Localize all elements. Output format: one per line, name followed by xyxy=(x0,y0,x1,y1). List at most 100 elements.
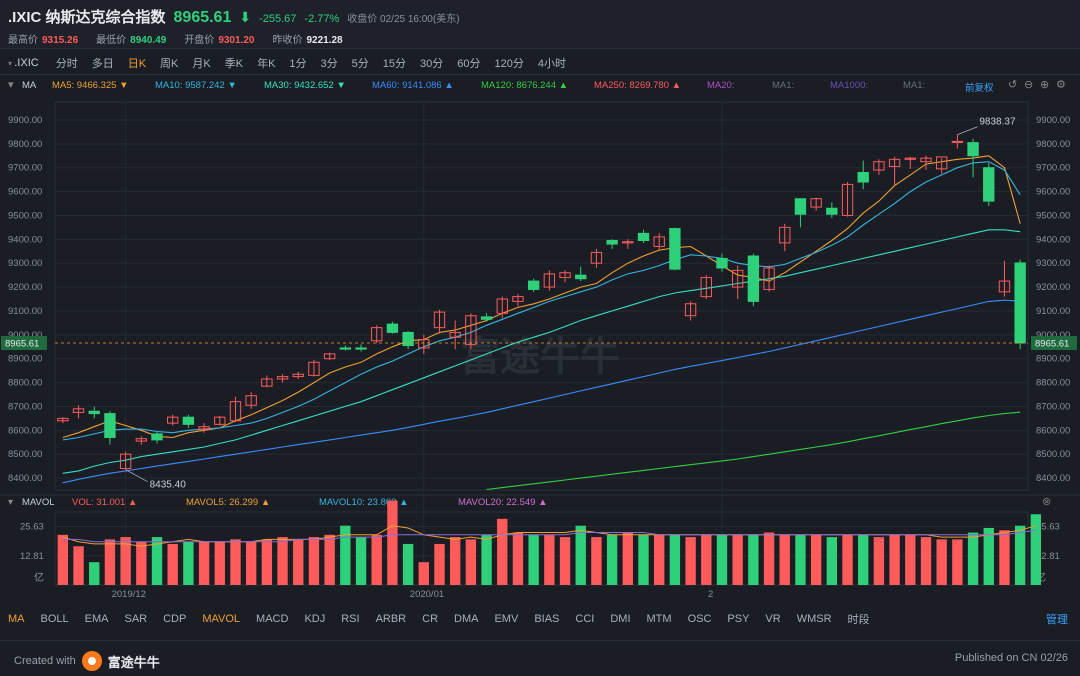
mavol-legend-item: MAVOL10: 23.803 ▲ xyxy=(319,497,409,508)
candle-body xyxy=(527,280,540,290)
indicator-tab[interactable]: PSY xyxy=(727,613,750,625)
timeframe-tab[interactable]: 5分 xyxy=(351,58,369,70)
candle-body xyxy=(1014,262,1026,344)
ma-legend-item: MA10: 9587.242 ▼ xyxy=(155,80,237,91)
indicator-tab[interactable]: CR xyxy=(422,613,439,625)
price-tick-left: 9600.00 xyxy=(8,187,42,198)
timeframe-tab[interactable]: 年K xyxy=(257,58,276,70)
volume-bar xyxy=(293,539,304,585)
volume-bar xyxy=(952,539,963,585)
undo-icon[interactable]: ↺ xyxy=(1008,79,1018,91)
candle xyxy=(418,334,430,354)
volume-bar xyxy=(481,534,492,585)
price-tick-right: 8500.00 xyxy=(1036,449,1070,460)
timeframe-tab[interactable]: 1分 xyxy=(289,58,307,70)
price-tick-right: 8700.00 xyxy=(1036,401,1070,412)
price-tick-right: 8600.00 xyxy=(1036,425,1070,436)
price-adjust-toggle[interactable]: 前复权 xyxy=(965,83,994,94)
candle-body xyxy=(119,453,132,470)
indicator-tab[interactable]: MA xyxy=(8,613,25,625)
zoom-in-icon[interactable]: ⊕ xyxy=(1040,79,1050,91)
volume-bar xyxy=(120,537,131,585)
volume-bar xyxy=(873,537,885,585)
candle xyxy=(214,415,226,426)
settings-icon[interactable]: ⚙ xyxy=(1056,79,1066,91)
indicator-tab[interactable]: MTM xyxy=(646,613,672,625)
indicator-tab[interactable]: BOLL xyxy=(40,613,69,625)
candle-body xyxy=(779,226,791,244)
price-change-pct: -2.77% xyxy=(304,13,340,25)
timeframe-tab[interactable]: 3分 xyxy=(320,58,338,70)
indicator-tab[interactable]: DMI xyxy=(610,613,631,625)
price-volume-chart[interactable]: 8400.00 8400.00 8500.00 8500.00 8600.00 8600.… xyxy=(0,94,1080,606)
price-tick-right: 9100.00 xyxy=(1036,306,1070,317)
timeframe-tab[interactable]: 季K xyxy=(224,58,244,70)
volume-tick-right: 12.81 xyxy=(1036,551,1060,562)
volume-bar xyxy=(57,534,69,585)
indicator-tab[interactable]: KDJ xyxy=(304,613,326,625)
volume-bar xyxy=(450,537,461,585)
price-tick-left: 8600.00 xyxy=(8,425,42,436)
volume-bar xyxy=(606,534,618,585)
indicator-tab[interactable]: VR xyxy=(765,613,781,625)
volume-bar xyxy=(889,534,900,585)
timeframe-tab[interactable]: 月K xyxy=(192,58,211,70)
price-tick-right: 8900.00 xyxy=(1036,354,1070,365)
indicator-tab[interactable]: BIAS xyxy=(534,613,560,625)
volume-bar xyxy=(1030,514,1042,585)
candle xyxy=(684,301,697,321)
stat-1: 最低价 8940.49 xyxy=(96,31,166,46)
candle xyxy=(355,344,367,352)
indicator-tab[interactable]: SAR xyxy=(124,613,148,625)
candle xyxy=(936,156,948,174)
volume-bar xyxy=(795,534,806,585)
indicator-tab[interactable]: MACD xyxy=(256,613,289,625)
candle xyxy=(637,229,650,243)
timeframe-tab[interactable]: 分时 xyxy=(55,58,78,70)
timeframe-tab[interactable]: 15分 xyxy=(382,58,407,70)
indicator-tab[interactable]: CCI xyxy=(575,613,595,625)
timeframe-tab[interactable]: 多日 xyxy=(91,58,114,70)
indicator-tab[interactable]: DMA xyxy=(454,613,479,625)
candle-body xyxy=(308,361,320,376)
candle-body xyxy=(245,395,257,406)
last-price-tag-left xyxy=(1,336,47,351)
timeframe-tab[interactable]: 周K xyxy=(160,58,179,70)
volume-bar xyxy=(418,562,429,585)
volume-bar xyxy=(512,532,524,585)
timeframe-tab[interactable]: 120分 xyxy=(494,58,524,70)
indicator-tab[interactable]: 时段 xyxy=(847,614,870,626)
candle-body xyxy=(763,267,775,290)
chevron-down-icon[interactable]: ▾ xyxy=(8,79,14,91)
indicator-tab[interactable]: ARBR xyxy=(375,613,407,625)
candle-body xyxy=(998,280,1011,293)
ma-legend-item: MA5: 9466.325 ▼ xyxy=(52,80,129,91)
indicator-tab[interactable]: CDP xyxy=(163,613,187,625)
indicator-tab[interactable]: WMSR xyxy=(796,613,832,625)
manage-indicators-link[interactable]: 管理 xyxy=(1046,614,1068,626)
timeframe-tab[interactable]: 日K xyxy=(127,58,147,70)
indicator-tab[interactable]: EMA xyxy=(84,613,109,625)
indicator-tab[interactable]: OSC xyxy=(687,613,712,625)
volume-bar xyxy=(277,537,288,585)
candle-body xyxy=(873,161,885,171)
candle xyxy=(449,320,461,350)
timeframe-tab[interactable]: 4小时 xyxy=(537,58,567,70)
timeframe-tab[interactable]: 60分 xyxy=(457,58,481,70)
candle xyxy=(700,275,712,299)
ma-line-ma60 xyxy=(62,299,1021,484)
candle-body xyxy=(543,273,556,288)
price-change: -255.67 xyxy=(259,13,297,25)
indicator-tab[interactable]: EMV xyxy=(494,613,519,625)
volume-tick-right: 25.63 xyxy=(1036,522,1060,533)
candle xyxy=(559,270,571,283)
symbol-selector[interactable]: .IXIC xyxy=(8,57,38,69)
zoom-out-icon[interactable]: ⊖ xyxy=(1024,79,1034,91)
ma-legend-item: MA1: xyxy=(772,80,795,91)
timeframe-tab[interactable]: 30分 xyxy=(420,58,444,70)
indicator-tab[interactable]: MAVOL xyxy=(202,613,241,625)
indicator-tab[interactable]: RSI xyxy=(341,613,360,625)
candle-body xyxy=(920,157,932,163)
candle xyxy=(151,431,163,444)
watermark-text: 富途牛牛 xyxy=(460,334,620,379)
